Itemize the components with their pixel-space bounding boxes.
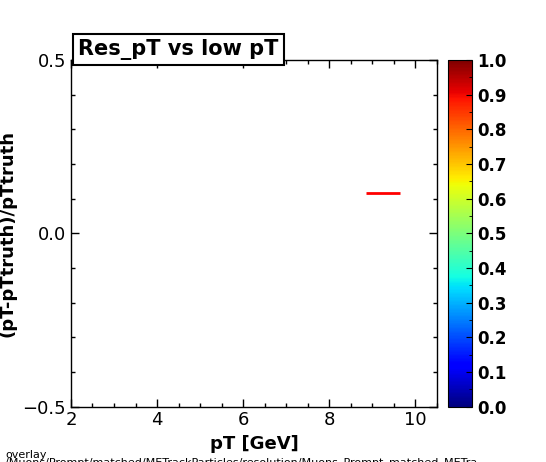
Text: Res_pT vs low pT: Res_pT vs low pT: [78, 39, 278, 60]
X-axis label: pT [GeV]: pT [GeV]: [210, 435, 298, 453]
Text: /Muons/Prompt/matched/METrackParticles/resolution/Muons_Prompt_matched_METra: /Muons/Prompt/matched/METrackParticles/r…: [5, 456, 478, 462]
Y-axis label: (pT-pTtruth)/pTtruth: (pT-pTtruth)/pTtruth: [0, 130, 17, 337]
Text: overlay: overlay: [5, 450, 47, 460]
